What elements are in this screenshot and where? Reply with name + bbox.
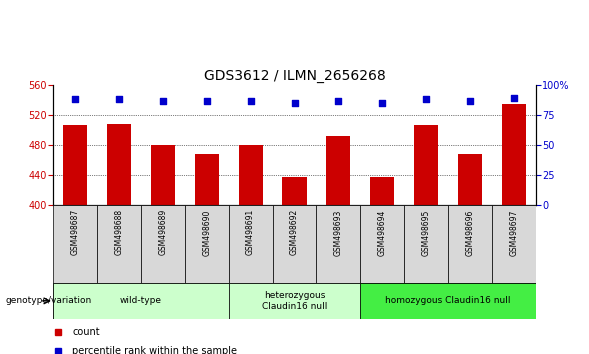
Text: percentile rank within the sample: percentile rank within the sample [72,346,237,354]
Bar [194,154,219,205]
Text: homozygous Claudin16 null: homozygous Claudin16 null [385,296,511,306]
Text: GSM498696: GSM498696 [466,209,475,256]
Point [334,98,343,103]
Bar [239,145,263,205]
Bar [185,205,229,283]
Text: GSM498687: GSM498687 [71,209,80,256]
Text: GSM498688: GSM498688 [114,209,123,255]
Bar [229,283,360,319]
Bar [229,205,273,283]
Text: GSM498694: GSM498694 [378,209,387,256]
Bar [326,136,350,205]
Bar [316,205,360,283]
Point [465,98,475,103]
Text: GSM498697: GSM498697 [509,209,518,256]
Bar [360,283,536,319]
Bar [448,205,492,283]
Title: GDS3612 / ILMN_2656268: GDS3612 / ILMN_2656268 [204,69,385,82]
Bar [414,125,438,205]
Point [422,97,431,102]
Bar [151,145,175,205]
Bar [502,104,526,205]
Bar [53,283,229,319]
Text: heterozygous
Claudin16 null: heterozygous Claudin16 null [262,291,327,310]
Bar [492,205,536,283]
Point [70,97,80,102]
Bar [283,177,307,205]
Text: count: count [72,327,100,337]
Text: GSM498691: GSM498691 [246,209,255,256]
Bar [404,205,448,283]
Point [158,98,167,103]
Text: GSM498690: GSM498690 [202,209,211,256]
Text: GSM498693: GSM498693 [334,209,343,256]
Text: GSM498692: GSM498692 [290,209,299,256]
Bar [360,205,404,283]
Bar [63,125,87,205]
Bar [458,154,482,205]
Text: GSM498695: GSM498695 [422,209,431,256]
Point [509,95,519,101]
Bar [53,205,97,283]
Bar [370,177,395,205]
Point [114,97,124,102]
Point [290,100,299,106]
Text: genotype/variation: genotype/variation [6,296,92,306]
Bar [141,205,185,283]
Text: GSM498689: GSM498689 [158,209,167,256]
Bar [97,205,141,283]
Point [378,100,387,106]
Text: wild-type: wild-type [120,296,162,306]
Point [246,98,255,103]
Bar [273,205,316,283]
Bar [107,124,131,205]
Point [202,98,211,103]
